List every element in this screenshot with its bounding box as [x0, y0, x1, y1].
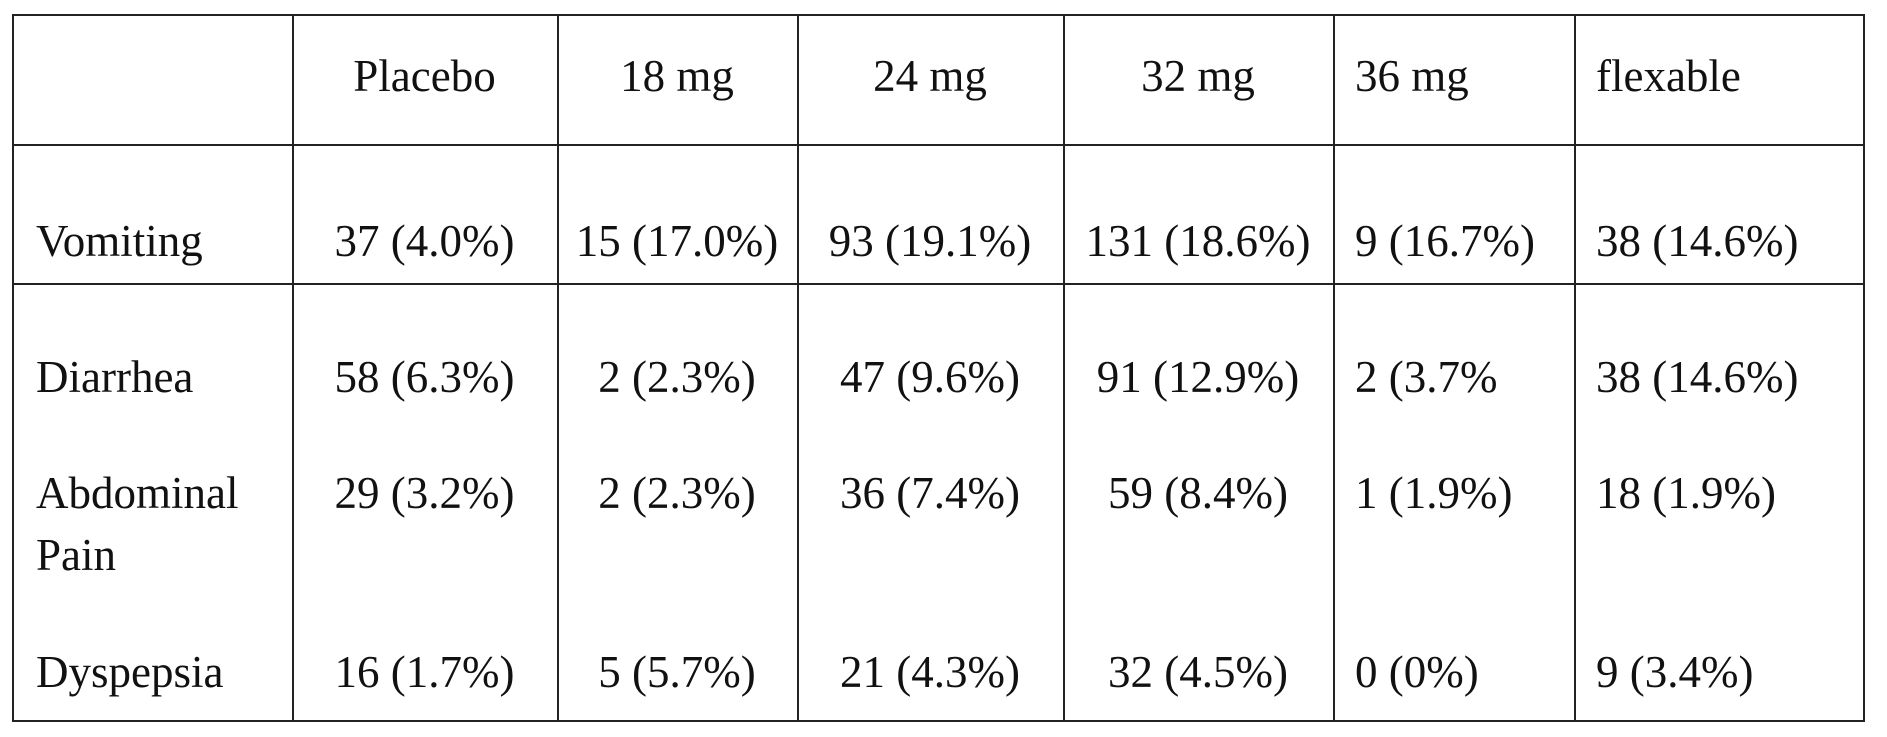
table-cell: 18 (1.9%) [1578, 462, 1859, 524]
border [12, 720, 1865, 722]
border [12, 14, 1865, 16]
row-label: Dyspepsia [16, 641, 288, 703]
table-cell: 38 (14.6%) [1578, 346, 1859, 408]
column-header: 32 mg [1067, 45, 1329, 107]
border [1574, 14, 1576, 722]
table-cell: 36 (7.4%) [801, 462, 1059, 524]
table-cell: 47 (9.6%) [801, 346, 1059, 408]
table-cell: 38 (14.6%) [1578, 210, 1859, 272]
column-header: 24 mg [801, 45, 1059, 107]
column-header: 18 mg [561, 45, 793, 107]
table-cell: 2 (3.7% [1337, 346, 1570, 408]
table-cell: 58 (6.3%) [296, 346, 553, 408]
table-cell: 37 (4.0%) [296, 210, 553, 272]
table-cell: 2 (2.3%) [561, 346, 793, 408]
table-cell: 2 (2.3%) [561, 462, 793, 524]
border [797, 14, 799, 722]
table-cell: 16 (1.7%) [296, 641, 553, 703]
border [12, 144, 1865, 146]
table-cell: 21 (4.3%) [801, 641, 1059, 703]
border [292, 14, 294, 722]
column-header: Placebo [296, 45, 553, 107]
table-cell: 32 (4.5%) [1067, 641, 1329, 703]
border [1863, 14, 1865, 722]
table-cell: 131 (18.6%) [1067, 210, 1329, 272]
border [12, 14, 14, 722]
table-cell: 1 (1.9%) [1337, 462, 1570, 524]
table-cell: 93 (19.1%) [801, 210, 1059, 272]
border [1063, 14, 1065, 722]
table-cell: 5 (5.7%) [561, 641, 793, 703]
border [12, 283, 1865, 285]
table-cell: 9 (16.7%) [1337, 210, 1570, 272]
row-label: Abdominal Pain [16, 462, 288, 586]
table-cell: 15 (17.0%) [561, 210, 793, 272]
row-label: Diarrhea [16, 346, 288, 408]
table-cell: 0 (0%) [1337, 641, 1570, 703]
column-header: flexable [1578, 45, 1859, 107]
column-header: 36 mg [1337, 45, 1570, 107]
table-cell: 29 (3.2%) [296, 462, 553, 524]
border [1333, 14, 1335, 722]
border [557, 14, 559, 722]
table-cell: 91 (12.9%) [1067, 346, 1329, 408]
table-cell: 9 (3.4%) [1578, 641, 1859, 703]
table: Placebo18 mg24 mg32 mg36 mgflexable Vomit… [0, 0, 1887, 737]
table-cell: 59 (8.4%) [1067, 462, 1329, 524]
row-label: Vomiting [16, 210, 288, 272]
